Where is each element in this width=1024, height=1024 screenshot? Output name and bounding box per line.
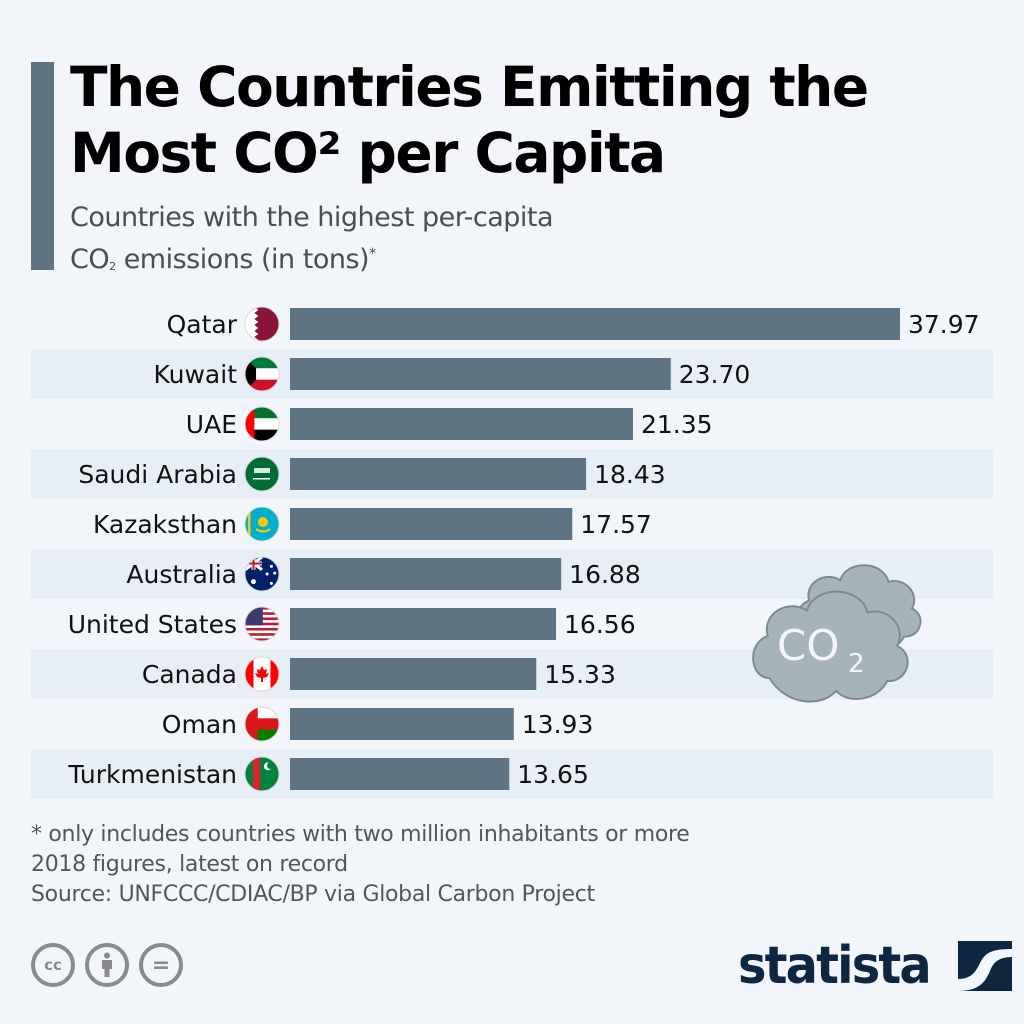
equals-label: = — [151, 952, 171, 978]
bar — [290, 658, 537, 690]
person-glyph — [102, 952, 112, 977]
cloud-co-label: CO — [777, 621, 839, 670]
chart-title: The Countries Emitting the Most CO² per … — [70, 54, 970, 186]
bar — [290, 308, 900, 340]
value-label: 15.33 — [544, 660, 616, 689]
value-label: 17.57 — [580, 510, 652, 539]
flag-border — [244, 406, 280, 442]
category-label: Canada — [142, 660, 237, 689]
category-label: Australia — [126, 560, 237, 589]
flag-border — [244, 756, 280, 792]
value-label: 16.56 — [564, 610, 636, 639]
chart-row: Qatar 37.97 — [167, 306, 980, 342]
chart-row: United States 16.56 — [68, 606, 636, 642]
flag-border — [244, 706, 280, 742]
flag-border — [244, 306, 280, 342]
bar — [290, 758, 510, 790]
category-label: Oman — [162, 710, 237, 739]
statista-mark-icon — [958, 941, 1013, 991]
license-icons: cc = — [31, 943, 183, 987]
title-line-2: Most CO² per Capita — [70, 121, 666, 185]
category-label: Qatar — [167, 310, 238, 339]
flag-border — [244, 356, 280, 392]
canada-flag-icon — [245, 657, 279, 691]
footnote-year: 2018 figures, latest on record — [31, 852, 348, 877]
bar — [290, 558, 562, 590]
value-label: 13.93 — [522, 710, 594, 739]
united-states-flag-icon — [245, 607, 279, 641]
subtitle-asterisk: * — [369, 246, 376, 262]
chart-row: Australia 16.88 — [126, 556, 641, 592]
category-label: Turkmenistan — [67, 760, 237, 789]
flag-border — [244, 656, 280, 692]
row-stripe — [31, 749, 993, 799]
co2-cloud-icon: CO 2 — [752, 564, 922, 703]
uae-flag-icon — [245, 407, 279, 441]
value-label: 23.70 — [679, 360, 751, 389]
chart-subtitle: Countries with the highest per-capita CO… — [70, 200, 870, 285]
subtitle-co: CO — [70, 244, 110, 275]
cc-label: cc — [44, 956, 62, 974]
flag-border — [244, 606, 280, 642]
bar — [290, 458, 587, 490]
statista-logo[interactable]: statista — [738, 936, 1013, 996]
flag-border — [244, 506, 280, 542]
row-stripes — [31, 349, 993, 799]
bar — [290, 358, 671, 390]
chart-row: Turkmenistan 13.65 — [67, 756, 589, 792]
attribution-icon[interactable] — [85, 943, 129, 987]
chart-row: Canada 15.33 — [142, 656, 616, 692]
source-text: Source: UNFCCC/CDIAC/BP via Global Carbo… — [31, 882, 595, 907]
footnote-inhabitants: * only includes countries with two milli… — [31, 822, 690, 847]
bar — [290, 408, 633, 440]
no-derivatives-icon[interactable]: = — [139, 943, 183, 987]
category-label: United States — [68, 610, 237, 639]
cloud-subscript-label: 2 — [848, 649, 865, 679]
title-accent-bar — [31, 62, 54, 270]
brand-name: statista — [738, 936, 932, 996]
creative-commons-icon[interactable]: cc — [31, 943, 75, 987]
bars: Qatar 37.97 Kuwait 23.70 UAE 21.35 Saudi Arabi… — [67, 306, 980, 792]
value-label: 18.43 — [594, 460, 666, 489]
value-label: 16.88 — [569, 560, 641, 589]
footnotes: * only includes countries with two milli… — [31, 820, 931, 910]
bar — [290, 608, 557, 640]
subtitle-rest: emissions (in tons) — [115, 244, 370, 275]
bar — [290, 708, 514, 740]
chart-row: UAE 21.35 — [186, 406, 713, 442]
oman-flag-icon — [245, 707, 279, 741]
chart-row: Saudi Arabia 18.43 — [78, 456, 666, 492]
chart-row: Kuwait 23.70 — [153, 356, 751, 392]
chart-row: Oman 13.93 — [162, 706, 594, 742]
subtitle-line-1: Countries with the highest per-capita — [70, 202, 554, 233]
value-label: 21.35 — [641, 410, 713, 439]
bar — [290, 508, 573, 540]
category-label: UAE — [186, 410, 237, 439]
flag-border — [244, 556, 280, 592]
category-label: Kazaksthan — [93, 510, 237, 539]
category-label: Saudi Arabia — [78, 460, 237, 489]
kazakhstan-flag-icon — [245, 507, 279, 541]
bar-chart: CO 2 Qatar 37.97 Kuwait 23.70 UAE 21.35 Saudi A… — [31, 306, 993, 799]
saudi-arabia-flag-icon — [245, 457, 279, 491]
subtitle-sub-2: 2 — [109, 260, 116, 273]
value-label: 37.97 — [908, 310, 980, 339]
value-label: 13.65 — [517, 760, 589, 789]
subtitle-line-2: CO2 emissions (in tons)* — [70, 236, 870, 285]
category-label: Kuwait — [153, 360, 237, 389]
front-cloud — [752, 590, 909, 703]
turkmenistan-flag-icon — [245, 757, 279, 791]
qatar-flag-icon — [245, 307, 279, 341]
chart-row: Kazaksthan 17.57 — [93, 506, 652, 542]
title-line-1: The Countries Emitting the — [70, 55, 869, 119]
flag-border — [244, 456, 280, 492]
